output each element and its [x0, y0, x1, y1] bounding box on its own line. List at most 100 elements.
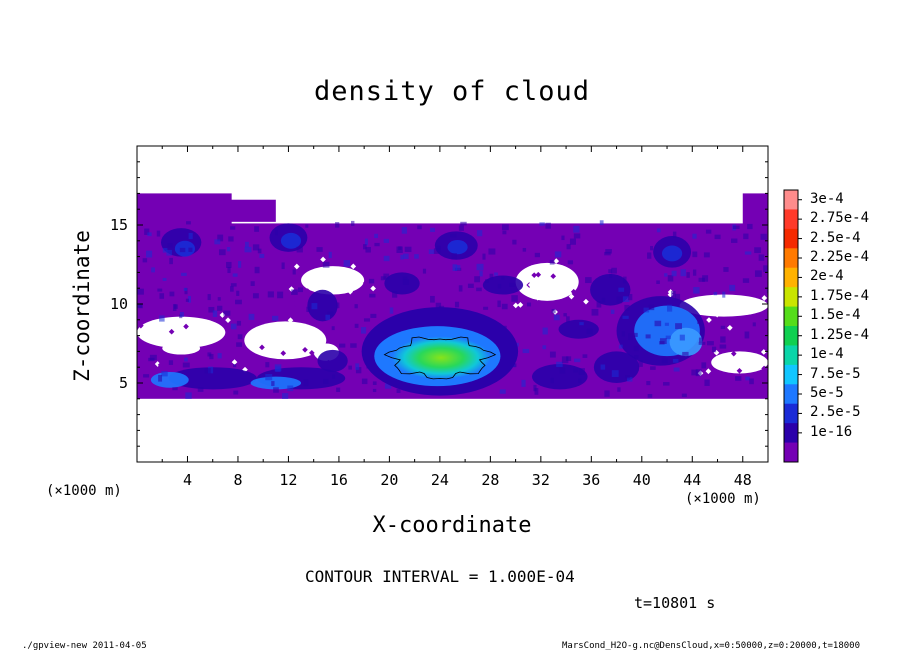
noise-cell — [207, 294, 211, 301]
noise-cell — [604, 251, 611, 256]
clear-gap — [711, 351, 768, 374]
noise-cell — [218, 249, 226, 256]
edge-speckle — [529, 267, 536, 273]
noise-cell — [144, 228, 150, 235]
noise-cell — [604, 390, 610, 397]
noise-cell — [267, 291, 274, 298]
noise-cell — [422, 268, 427, 274]
noise-cell — [209, 353, 214, 360]
noise-cell — [697, 318, 701, 324]
cloud-top-gap — [231, 192, 743, 224]
noise-cell — [501, 303, 508, 310]
noise-cell — [566, 316, 570, 323]
noise-cell — [384, 383, 392, 389]
noise-cell — [277, 291, 284, 299]
noise-cell — [244, 246, 252, 253]
edge-speckle — [570, 288, 577, 295]
noise-cell — [430, 295, 435, 303]
edge-speckle — [334, 317, 341, 323]
noise-cell — [476, 263, 484, 271]
noise-cell — [331, 326, 335, 331]
noise-cell — [217, 297, 221, 301]
noise-cell — [561, 356, 569, 364]
noise-cell — [605, 249, 612, 254]
noise-cell — [553, 314, 560, 321]
noise-cell — [147, 232, 152, 237]
noise-cell — [638, 360, 643, 367]
density-blob — [150, 371, 189, 388]
colorbar-segment — [784, 326, 798, 346]
edge-speckle — [761, 295, 768, 301]
noise-cell — [137, 303, 142, 308]
edge-speckle — [140, 343, 147, 350]
noise-cell — [534, 252, 540, 258]
noise-cell — [157, 288, 163, 292]
colorbar-segment — [784, 248, 798, 269]
noise-cell — [497, 283, 502, 289]
noise-cell — [494, 272, 498, 276]
colorbar-segment — [784, 190, 798, 210]
noise-cell — [672, 231, 677, 238]
edge-speckle — [157, 357, 164, 364]
noise-cell — [485, 279, 489, 283]
noise-cell — [291, 289, 298, 295]
noise-cell — [566, 244, 571, 250]
noise-cell — [230, 323, 237, 330]
noise-cell — [273, 387, 279, 393]
noise-cell — [502, 224, 509, 231]
noise-cell — [208, 306, 215, 313]
colorbar-level-label: 1e-16 — [810, 423, 853, 440]
x-tick-label: 24 — [431, 471, 449, 489]
noise-cell — [646, 380, 651, 386]
noise-cell — [695, 369, 702, 377]
edge-speckle — [328, 281, 335, 287]
noise-cell — [392, 291, 398, 298]
noise-cell — [363, 244, 367, 250]
noise-cell — [723, 267, 729, 272]
noise-cell — [259, 253, 265, 258]
density-blob — [280, 232, 302, 249]
noise-cell — [148, 357, 155, 362]
edge-speckle — [287, 317, 294, 324]
colorbar-level-label: 5e-5 — [810, 385, 844, 401]
noise-cell — [274, 230, 278, 236]
noise-cell — [621, 331, 625, 337]
colorbar-level-label: 2.5e-5 — [810, 404, 861, 421]
colorbar-segment — [784, 267, 798, 288]
noise-cell — [747, 223, 753, 230]
noise-cell — [169, 291, 175, 297]
noise-cell — [719, 344, 727, 349]
noise-cell — [228, 236, 234, 242]
noise-cell — [474, 276, 481, 283]
edge-speckle — [746, 287, 753, 294]
density-blob — [661, 245, 683, 262]
x-axis-label: X-coordinate — [372, 513, 532, 538]
edge-speckle — [563, 253, 570, 260]
edge-speckle — [681, 288, 687, 295]
noise-cell — [254, 226, 260, 232]
edge-speckle — [501, 254, 507, 261]
noise-cell — [617, 387, 621, 392]
noise-cell — [542, 327, 548, 335]
noise-cell — [501, 276, 505, 280]
noise-cell — [212, 310, 218, 317]
noise-cell — [236, 290, 240, 296]
noise-cell — [350, 220, 355, 226]
noise-cell — [752, 322, 756, 327]
edge-speckle — [157, 362, 164, 368]
edge-speckle — [347, 288, 354, 295]
noise-cell — [336, 387, 341, 392]
noise-cell — [398, 246, 402, 250]
noise-cell — [217, 305, 223, 311]
noise-cell — [184, 357, 188, 362]
max-region-core — [391, 336, 491, 380]
noise-cell — [682, 351, 689, 356]
edge-speckle — [259, 335, 266, 342]
noise-cell — [363, 318, 371, 322]
noise-cell — [659, 341, 665, 345]
noise-cell — [403, 253, 409, 259]
noise-cell — [744, 331, 750, 339]
noise-cell — [282, 393, 289, 399]
noise-cell — [742, 278, 750, 283]
